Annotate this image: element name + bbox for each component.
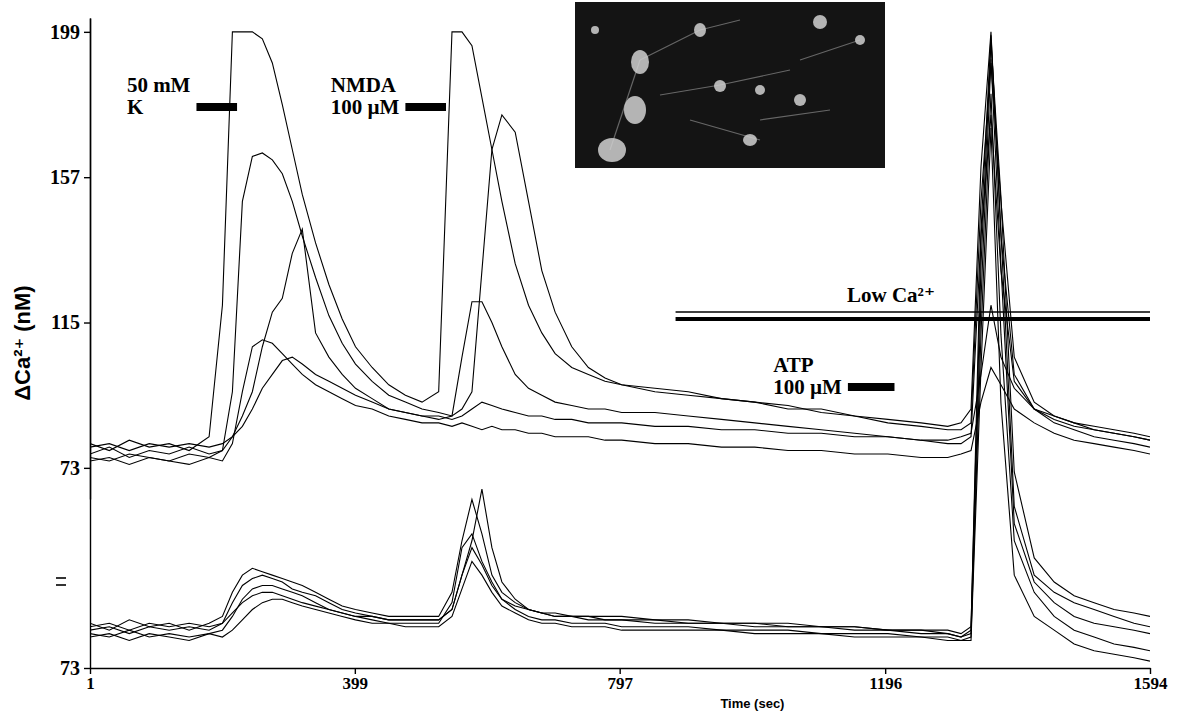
x-tick: 399 <box>343 668 369 693</box>
inset-cell <box>755 85 765 95</box>
x-tick-label: 797 <box>607 674 633 693</box>
stimulus-annotation: NMDA100 µM <box>331 73 446 119</box>
inset-cell <box>631 50 649 74</box>
trace-line <box>90 340 1150 465</box>
y-tick-label: 115 <box>51 311 80 333</box>
y-axis-title: ΔCa²⁺ (nM) <box>10 285 35 400</box>
stimulus-label: Low Ca²⁺ <box>847 283 935 307</box>
inset-neurite <box>660 85 720 95</box>
trace-line <box>90 94 1150 651</box>
trace-line <box>90 59 1150 637</box>
trace-line <box>90 128 1150 661</box>
x-tick-label: 1 <box>86 674 95 693</box>
micrograph-inset <box>575 2 885 168</box>
x-tick-label: 399 <box>343 674 369 693</box>
inset-neurite <box>700 20 740 30</box>
inset-neurite <box>800 40 860 60</box>
y-tick-mark <box>84 668 90 669</box>
inset-neurite <box>760 110 830 120</box>
inset-neurite <box>640 30 700 60</box>
y-tick: 199 <box>50 21 90 43</box>
stimulus-line <box>676 311 1150 313</box>
trace-line <box>90 35 1150 637</box>
stimulus-label: 50 mMK <box>127 73 191 119</box>
stimulus-annotation: Low Ca²⁺ <box>676 283 1150 319</box>
inset-cell <box>855 35 865 45</box>
trace-line <box>90 115 1150 461</box>
y-tick-mark <box>84 468 90 469</box>
inset-cell <box>598 138 626 162</box>
stimulus-bar <box>196 103 237 111</box>
stimulus-annotation: ATP100 µM <box>773 353 894 399</box>
stimulus-bar <box>405 103 446 111</box>
x-axis-title: Time (sec) <box>720 696 784 711</box>
x-tick-label: 1594 <box>1134 674 1169 693</box>
inset-cell <box>813 15 827 29</box>
inset-cell <box>714 80 726 92</box>
axis-break-stroke <box>56 577 66 579</box>
inset-background <box>575 2 885 168</box>
stimulus-annotation: 50 mMK <box>127 73 237 119</box>
y-axis: 73 <box>60 19 91 679</box>
figure: 73 115 157 199 ΔCa²⁺ (nM) 50 mMK NMDA100 µM Low… <box>0 0 1181 718</box>
x-tick-label: 1196 <box>869 674 902 693</box>
stimulus-label: ATP100 µM <box>773 353 842 399</box>
y-tick-label: 199 <box>50 21 80 43</box>
axis-break <box>56 578 66 585</box>
y-tick-label: 157 <box>50 166 80 188</box>
inset-cell <box>591 26 599 34</box>
axis-break-stroke <box>56 584 66 586</box>
stimulus-line <box>676 317 1150 321</box>
stimulus-bar <box>848 383 895 391</box>
y-tick-mark <box>84 322 90 323</box>
y-tick: 73 <box>60 457 90 479</box>
y-tick-mark <box>84 32 90 33</box>
x-tick: 1 <box>86 668 95 693</box>
inset-cell <box>794 94 806 106</box>
x-axis: 1 399 797 1196 1594 <box>86 668 1168 693</box>
y-tick-mark <box>84 177 90 178</box>
inset-neurite <box>720 70 790 85</box>
x-tick: 797 <box>607 668 633 693</box>
x-tick: 1196 <box>869 668 902 693</box>
trace-line <box>90 305 1150 450</box>
stimulus-label: NMDA100 µM <box>331 73 400 119</box>
y-tick: 157 <box>50 166 90 188</box>
x-tick: 1594 <box>1134 668 1169 693</box>
y-tick: 115 <box>51 311 90 333</box>
y-axis-line <box>90 19 91 669</box>
y-axis: 73 115 157 199 <box>50 19 91 500</box>
inset-cell <box>743 134 757 146</box>
plot-area <box>90 35 1150 661</box>
inset-cell <box>694 23 706 37</box>
y-tick-label: 73 <box>60 657 80 679</box>
inset-cell <box>624 96 646 124</box>
y-tick-label: 73 <box>60 457 80 479</box>
